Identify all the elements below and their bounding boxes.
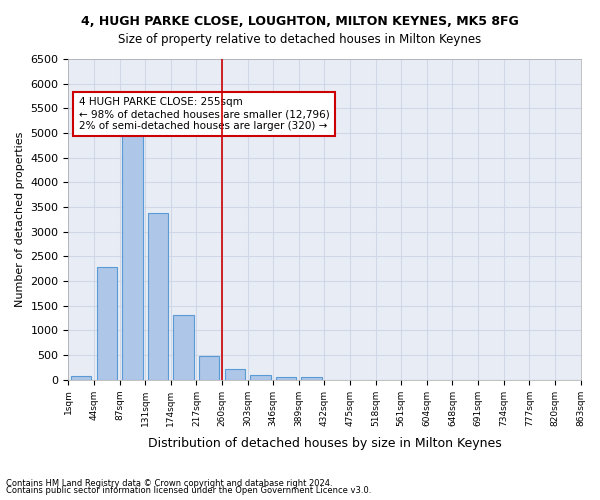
Bar (97, 268, 117, 380)
Bar (122, 112, 143, 380)
Bar (224, 369, 245, 380)
Y-axis label: Number of detached properties: Number of detached properties (15, 132, 25, 307)
Bar (250, 375, 271, 380)
Bar (148, 213, 168, 380)
Bar (301, 377, 322, 380)
Text: Size of property relative to detached houses in Milton Keynes: Size of property relative to detached ho… (118, 32, 482, 46)
Text: 4 HUGH PARKE CLOSE: 255sqm
← 98% of detached houses are smaller (12,796)
2% of s: 4 HUGH PARKE CLOSE: 255sqm ← 98% of deta… (79, 98, 329, 130)
Text: Contains public sector information licensed under the Open Government Licence v3: Contains public sector information licen… (6, 486, 371, 495)
Bar (71, 376, 91, 380)
Text: 4, HUGH PARKE CLOSE, LOUGHTON, MILTON KEYNES, MK5 8FG: 4, HUGH PARKE CLOSE, LOUGHTON, MILTON KE… (81, 15, 519, 28)
Bar (173, 315, 194, 380)
Bar (276, 377, 296, 380)
Text: Contains HM Land Registry data © Crown copyright and database right 2024.: Contains HM Land Registry data © Crown c… (6, 478, 332, 488)
X-axis label: Distribution of detached houses by size in Milton Keynes: Distribution of detached houses by size … (148, 437, 502, 450)
Bar (199, 356, 220, 380)
